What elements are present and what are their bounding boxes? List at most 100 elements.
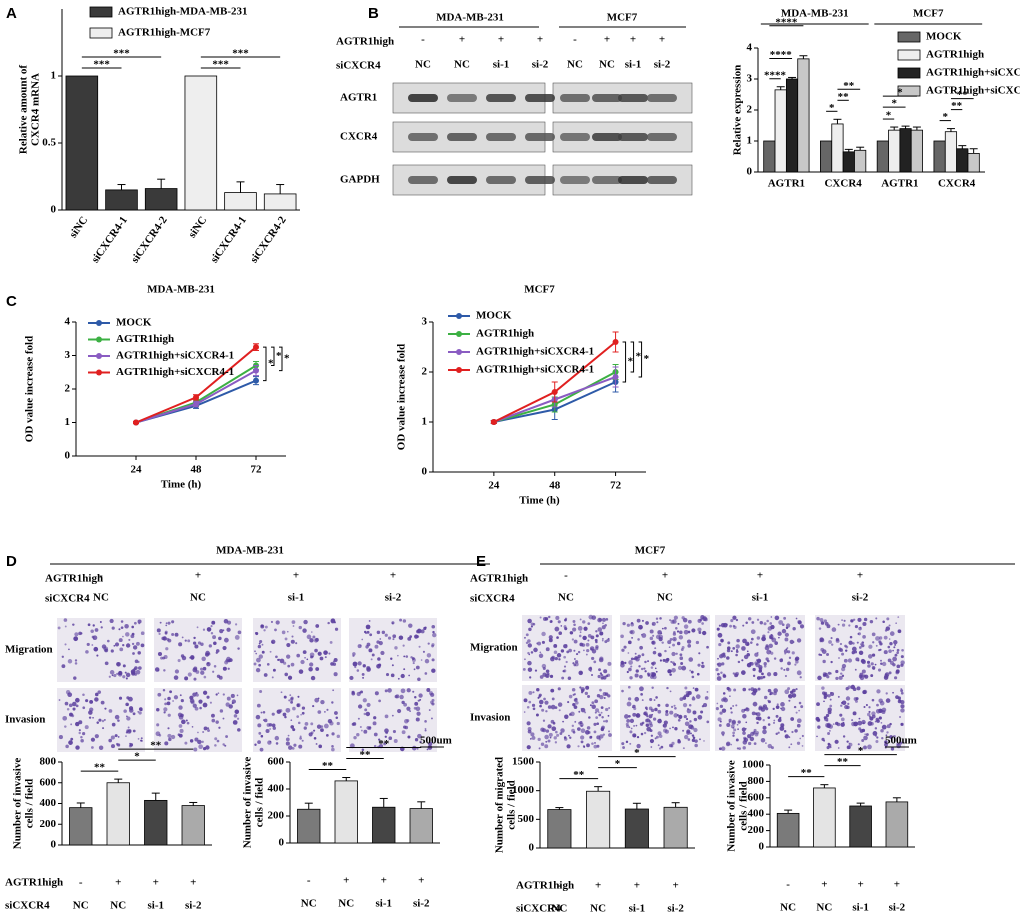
cell-dot [702, 630, 707, 636]
blot-sign: + [459, 34, 465, 46]
cell-dot [423, 626, 427, 631]
cell-dot [874, 720, 877, 723]
cell-dot [607, 714, 610, 717]
cell-dot [626, 718, 631, 723]
x-tick-label: 48 [191, 464, 203, 476]
cell-dot [644, 660, 647, 664]
cell-dot [622, 746, 625, 749]
cell-dot [687, 619, 692, 624]
cell-dot [101, 644, 107, 649]
cell-dot [399, 618, 403, 622]
transwell-sign: + [293, 570, 299, 582]
cell-dot [783, 649, 788, 654]
cell-dot [557, 620, 561, 624]
cell-dot [556, 733, 560, 737]
cell-dot [312, 704, 315, 708]
cell-dot [837, 623, 840, 626]
cell-dot [679, 630, 683, 635]
cell-dot [634, 696, 640, 702]
cell-dot [563, 665, 567, 668]
cell-dot [266, 663, 270, 666]
cell-dot [621, 660, 624, 663]
cell-dot [775, 714, 779, 718]
cell-dot [403, 655, 406, 658]
cell-dot [552, 721, 556, 725]
significance-label: * [636, 351, 642, 363]
cell-dot [281, 630, 286, 635]
cell-dot [114, 714, 120, 720]
cell-dot [310, 655, 314, 659]
cell-dot [698, 631, 702, 634]
cell-dot [674, 727, 678, 731]
cell-dot [128, 696, 133, 702]
cell-dot [683, 734, 689, 740]
bar [106, 782, 130, 846]
cell-dot [649, 636, 654, 641]
cell-dot [357, 717, 360, 720]
cell-dot [301, 739, 304, 742]
cell-dot [237, 647, 240, 650]
cell-dot [826, 746, 830, 750]
cell-dot [863, 705, 866, 709]
cell-dot [861, 669, 866, 674]
cell-dot [607, 694, 611, 698]
cell-dot [666, 657, 670, 662]
cell-dot [876, 689, 881, 694]
cell-dot [558, 631, 563, 635]
cell-dot [696, 672, 700, 676]
cell-dot [626, 724, 630, 728]
blot-band [618, 133, 648, 141]
cell-dot [671, 741, 675, 745]
micrograph [349, 618, 437, 682]
cell-dot [271, 712, 275, 716]
cell-dot [64, 725, 67, 728]
cell-dot [91, 635, 95, 639]
cell-dot [767, 743, 773, 749]
cell-dot [737, 728, 739, 731]
cell-dot [601, 639, 604, 642]
cell-dot [549, 674, 554, 679]
legend-label: MOCK [476, 310, 512, 322]
panel-label: E [476, 553, 486, 570]
cell-dot [334, 627, 339, 631]
cell-dot [669, 673, 672, 676]
cell-dot [882, 661, 887, 667]
significance-label: * [886, 110, 892, 122]
cell-dot [733, 728, 737, 732]
cell-dot [755, 730, 759, 735]
cell-dot [202, 666, 207, 671]
cell-dot [888, 671, 892, 675]
cell-dot [600, 727, 605, 732]
cell-dot [416, 628, 422, 634]
cell-dot [827, 671, 831, 675]
cell-dot [866, 660, 871, 664]
cell-dot [784, 652, 787, 655]
cell-dot [799, 624, 805, 629]
cell-dot [726, 686, 730, 691]
transwell-row-title: siCXCR4 [45, 593, 90, 605]
group-title: MDA-MB-231 [781, 8, 849, 20]
cell-dot [189, 695, 194, 700]
cell-dot [741, 727, 746, 732]
cell-dot [214, 744, 217, 747]
cell-dot [754, 652, 759, 657]
cell-dot [600, 706, 604, 709]
cell-dot [829, 691, 832, 694]
cell-dot [359, 725, 362, 728]
significance-bracket [279, 346, 283, 372]
cell-dot [405, 655, 409, 658]
cell-dot [547, 724, 552, 729]
cell-dot [856, 686, 861, 691]
cell-dot [417, 677, 421, 682]
cell-dot [634, 673, 639, 678]
cell-dot [563, 644, 568, 649]
cell-dot [299, 737, 302, 740]
cell-dot [87, 623, 91, 627]
cell-dot [116, 662, 120, 666]
cell-dot [529, 738, 532, 740]
cell-dot [536, 687, 540, 692]
cell-dot [368, 648, 373, 653]
cell-dot [607, 637, 610, 640]
cell-dot [651, 640, 656, 645]
cell-dot [222, 645, 227, 651]
